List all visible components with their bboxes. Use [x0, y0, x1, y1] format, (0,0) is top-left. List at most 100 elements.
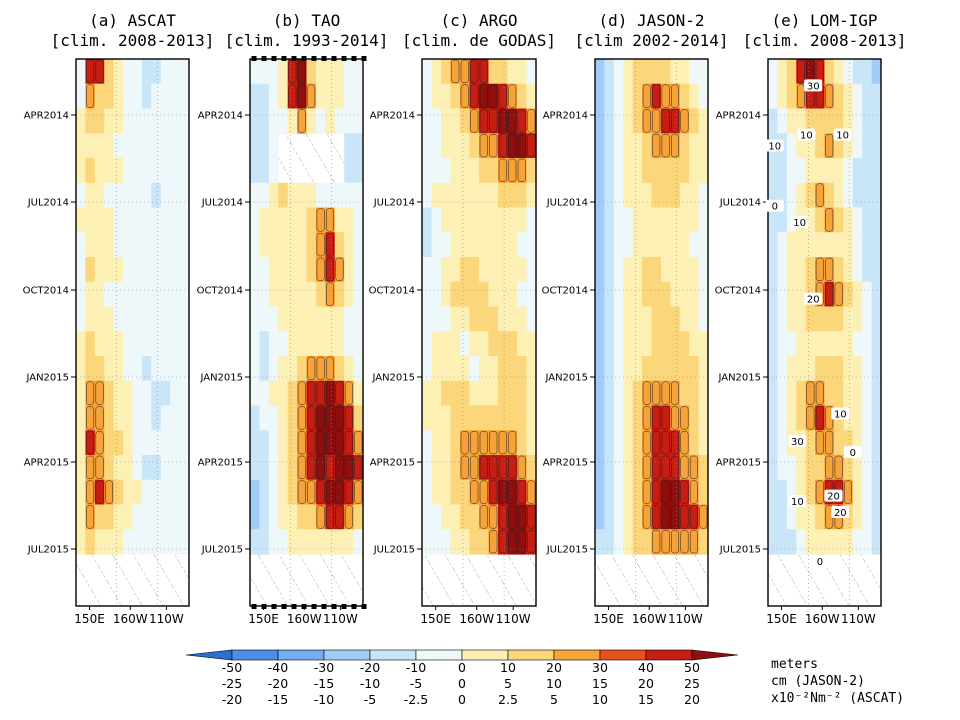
contour-line: [479, 59, 488, 83]
contour-line: [517, 455, 526, 479]
heatmap-cell: [805, 504, 816, 530]
contour-line: [489, 431, 498, 455]
heatmap-cell: [824, 257, 835, 283]
heatmap-cell: [151, 331, 162, 357]
heatmap-cell: [595, 83, 606, 110]
heatmap-cell: [160, 158, 171, 184]
heatmap-cell: [315, 405, 326, 431]
heatmap-cell: [179, 133, 190, 159]
heatmap-cell: [160, 380, 171, 407]
heatmap-cell: [431, 405, 442, 431]
heatmap-cell: [344, 257, 355, 283]
heatmap-cell: [151, 529, 162, 555]
heatmap-cell: [768, 356, 779, 382]
heatmap-cell: [141, 83, 152, 110]
panel-frame: [421, 58, 537, 607]
heatmap-cell: [179, 356, 190, 382]
heatmap-cell: [123, 529, 134, 555]
heatmap-cell: [353, 281, 364, 308]
heatmap-cell: [141, 356, 152, 382]
heatmap-cell: [526, 306, 537, 332]
contour-label: 0: [850, 448, 856, 459]
contour-line: [316, 455, 325, 479]
heatmap-cell: [268, 182, 279, 209]
heatmap-cell: [660, 430, 671, 456]
heatmap-cell: [170, 281, 181, 308]
contour-line: [517, 158, 526, 182]
heatmap-cell: [498, 83, 509, 110]
heatmap-cell: [441, 380, 452, 407]
heatmap-cell: [450, 182, 461, 209]
heatmap-cell: [170, 133, 181, 159]
contour-line: [642, 381, 651, 405]
heatmap-cell: [268, 331, 279, 357]
heatmap-cell: [604, 331, 615, 357]
y-tick-label: JUL2014: [201, 198, 243, 209]
heatmap-cell: [651, 281, 662, 308]
heatmap-cell: [479, 133, 490, 159]
heatmap-cell: [334, 257, 345, 283]
heatmap-cell: [689, 380, 700, 407]
heatmap-cell: [479, 479, 490, 506]
heatmap-cell: [689, 504, 700, 530]
heatmap-cell: [469, 306, 480, 332]
heatmap-cell: [306, 380, 317, 407]
heatmap-cell: [679, 504, 690, 530]
heatmap-cell: [777, 108, 788, 134]
x-tick-label: 160W: [805, 612, 840, 626]
heatmap-cell: [852, 257, 863, 283]
heatmap-cell: [268, 232, 279, 258]
heatmap-cell: [460, 504, 471, 530]
heatmap-cell: [344, 405, 355, 431]
heatmap-cell: [250, 59, 261, 85]
contour-line: [508, 109, 517, 133]
heatmap-cell: [104, 232, 115, 258]
contour-line: [344, 381, 353, 405]
heatmap-cell: [526, 257, 537, 283]
heatmap-cell: [113, 133, 124, 159]
heatmap-cell: [651, 158, 662, 184]
heatmap-cell: [113, 281, 124, 308]
contour-label: 30: [807, 81, 820, 92]
contour-line: [508, 134, 517, 158]
heatmap-cell: [843, 356, 854, 382]
heatmap-cell: [344, 529, 355, 555]
heatmap-cell: [160, 356, 171, 382]
heatmap-cell: [488, 158, 499, 184]
heatmap-cell: [250, 83, 261, 110]
heatmap-cell: [852, 281, 863, 308]
heatmap-cell: [815, 455, 826, 481]
heatmap-cell: [517, 108, 528, 134]
heatmap-cell: [479, 331, 490, 357]
heatmap-cell: [287, 306, 298, 332]
y-tick-label: APR2014: [370, 111, 415, 122]
heatmap-cell: [698, 83, 709, 110]
heatmap-cell: [104, 479, 115, 506]
heatmap-cell: [113, 232, 124, 258]
heatmap-cell: [595, 306, 606, 332]
heatmap-cell: [632, 59, 643, 85]
heatmap-cell: [613, 529, 624, 555]
heatmap-cell: [94, 504, 105, 530]
colorbar-swatch: [507, 649, 555, 661]
heatmap-cell: [623, 83, 634, 110]
mooring-marker: [301, 604, 307, 609]
heatmap-cell: [132, 306, 143, 332]
contour-line: [297, 109, 306, 133]
heatmap-cell: [170, 59, 181, 85]
heatmap-cell: [344, 380, 355, 407]
heatmap-cell: [833, 207, 844, 233]
heatmap-cell: [843, 59, 854, 85]
heatmap-cell: [843, 455, 854, 481]
heatmap-cell: [824, 306, 835, 332]
heatmap-cell: [679, 331, 690, 357]
heatmap-cell: [250, 108, 261, 134]
heatmap-cell: [632, 108, 643, 134]
heatmap-cell: [488, 133, 499, 159]
heatmap-cell: [613, 207, 624, 233]
heatmap-cell: [689, 455, 700, 481]
heatmap-cell: [306, 232, 317, 258]
heatmap-cell: [805, 158, 816, 184]
heatmap-cell: [297, 405, 308, 431]
mooring-marker: [361, 604, 367, 609]
